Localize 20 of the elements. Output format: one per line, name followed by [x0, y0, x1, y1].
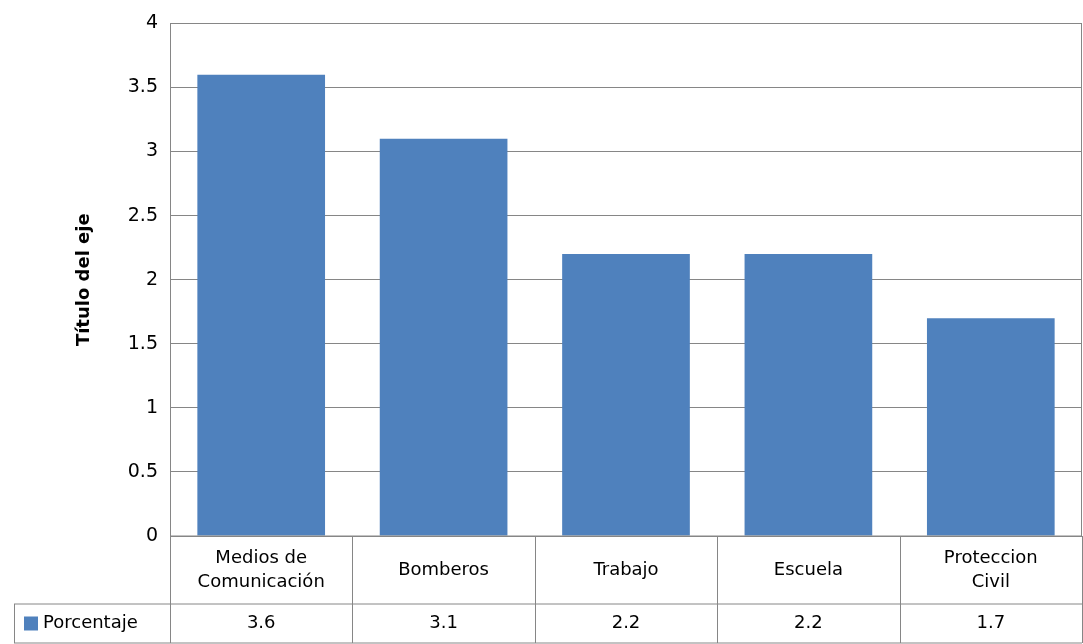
y-tick-label: 3.5: [127, 74, 158, 97]
bar: [562, 254, 690, 536]
bar: [744, 254, 873, 536]
y-tick-label: 0: [145, 522, 158, 545]
x-tick-label: Proteccion Civil: [943, 545, 1038, 591]
y-tick-label: 0.5: [127, 458, 158, 481]
y-axis-title: Título del eje: [72, 213, 94, 347]
y-tick-label: 4: [145, 10, 158, 33]
y-tick-label: 2.5: [127, 202, 158, 225]
y-tick-label: 3: [145, 138, 158, 161]
x-tick-label: Bomberos: [398, 557, 489, 579]
y-tick-label: 1.5: [127, 330, 158, 353]
y-tick-label: 1: [145, 394, 158, 417]
bar: [379, 138, 508, 536]
x-tick-label: Escuela: [773, 557, 843, 579]
bar: [197, 74, 326, 536]
bar: [926, 318, 1055, 536]
y-tick-label: 2: [145, 266, 158, 289]
x-tick-label: Medios de Comunicación: [197, 545, 325, 591]
x-tick-label: Trabajo: [592, 557, 659, 579]
